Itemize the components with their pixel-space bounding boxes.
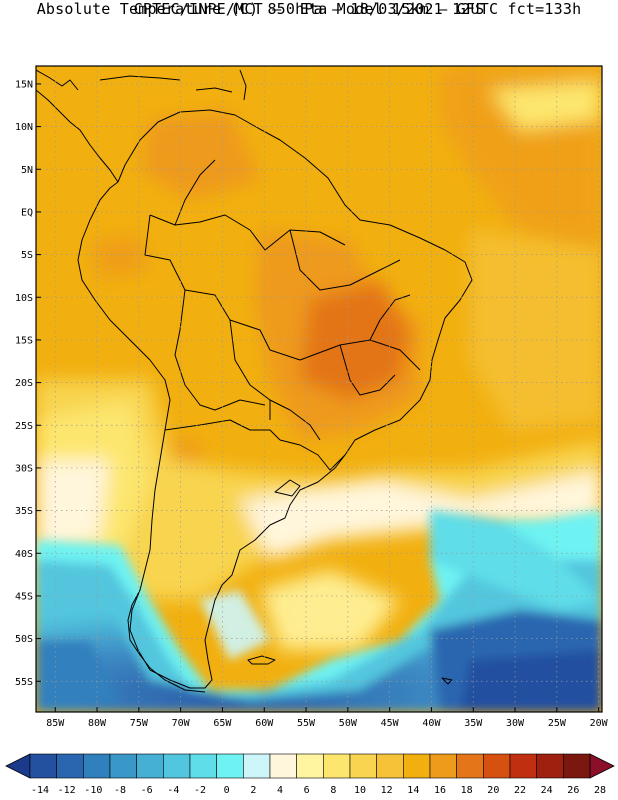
lon-tick-label: 60W xyxy=(255,718,274,729)
lat-tick-label: 45S xyxy=(15,591,33,602)
colorbar-swatch xyxy=(269,753,297,779)
lat-tick-label: 5S xyxy=(21,250,33,261)
lon-tick-label: 20W xyxy=(590,718,609,729)
lon-tick-label: 35W xyxy=(464,718,483,729)
colorbar-swatch xyxy=(429,753,457,779)
colorbar-label: 26 xyxy=(567,785,579,796)
colorbar-swatch xyxy=(563,753,591,779)
colorbar-swatch xyxy=(216,753,244,779)
colorbar-swatch xyxy=(163,753,191,779)
colorbar-label: -8 xyxy=(114,785,126,796)
colorbar-label: 6 xyxy=(304,785,310,796)
colorbar-swatch xyxy=(349,753,377,779)
colorbar-label: 12 xyxy=(381,785,393,796)
colorbar-label: -10 xyxy=(84,785,102,796)
latitude-axis: 15N 10N 5N EQ 5S 10S 15S 20S 25S 30S 35S 40S 45S 50S 5… xyxy=(15,79,41,688)
colorbar-swatch xyxy=(403,753,431,779)
colorbar-label: -12 xyxy=(58,785,76,796)
colorbar-swatch xyxy=(536,753,564,779)
longitude-axis: 85W 80W 75W 70W 65W 60W 55W 50W 45W 40W 35W 30W 25W 2… xyxy=(46,707,609,729)
lat-tick-label: 15N xyxy=(15,79,33,90)
colorbar-label: -14 xyxy=(31,785,49,796)
title-line-1: CPTEC/INPE/MCT – Eta Model 15km – GFS xyxy=(133,0,485,18)
colorbar-label: 8 xyxy=(330,785,336,796)
lat-tick-label: 55S xyxy=(15,677,33,688)
colorbar-swatch xyxy=(189,753,217,779)
map-frame xyxy=(35,65,603,713)
colorbar-swatch xyxy=(243,753,271,779)
lat-tick-label: EQ xyxy=(21,207,33,218)
lon-tick-label: 80W xyxy=(88,718,107,729)
colorbar-swatch xyxy=(56,753,84,779)
colorbar: -14 -12 -10 -8 -6 -4 -2 0 2 4 6 8 10 12 14 16 18 20 22 24 26… xyxy=(5,753,615,796)
colorbar-swatch xyxy=(483,753,511,779)
colorbar-arrow-right xyxy=(589,753,615,779)
temperature-field xyxy=(36,66,602,712)
colorbar-swatch xyxy=(109,753,137,779)
lat-tick-label: 10N xyxy=(15,122,33,133)
lon-tick-label: 85W xyxy=(46,718,65,729)
colorbar-label: 14 xyxy=(407,785,419,796)
colorbar-swatch xyxy=(83,753,111,779)
colorbar-swatch xyxy=(509,753,537,779)
colorbar-label: 16 xyxy=(434,785,446,796)
colorbar-label: 0 xyxy=(224,785,230,796)
colorbar-label: -2 xyxy=(194,785,206,796)
colorbar-label: -6 xyxy=(141,785,153,796)
lon-tick-label: 30W xyxy=(506,718,525,729)
lon-tick-label: 70W xyxy=(172,718,191,729)
colorbar-label: 22 xyxy=(514,785,526,796)
lat-tick-label: 5N xyxy=(21,165,33,176)
lat-tick-label: 30S xyxy=(15,463,33,474)
colorbar-label: -4 xyxy=(167,785,179,796)
lon-tick-label: 25W xyxy=(548,718,567,729)
colorbar-swatch xyxy=(456,753,484,779)
colorbar-swatch xyxy=(29,753,57,779)
lon-tick-label: 45W xyxy=(381,718,400,729)
lat-tick-label: 15S xyxy=(15,335,33,346)
title-line-2: Absolute Temperature (C) 850hPa – 18/03/… xyxy=(36,0,582,18)
colorbar-label: 10 xyxy=(354,785,366,796)
lat-tick-label: 10S xyxy=(15,293,33,304)
lat-tick-label: 35S xyxy=(15,506,33,517)
colorbar-arrow-left xyxy=(5,753,31,779)
colorbar-label: 28 xyxy=(594,785,606,796)
colorbar-label: 4 xyxy=(277,785,283,796)
lon-tick-label: 50W xyxy=(339,718,358,729)
colorbar-label: 18 xyxy=(461,785,473,796)
coastlines xyxy=(36,69,473,693)
lat-tick-label: 25S xyxy=(15,421,33,432)
colorbar-label: 2 xyxy=(250,785,256,796)
colorbar-label: 20 xyxy=(487,785,499,796)
colorbar-swatch xyxy=(323,753,351,779)
colorbar-swatch xyxy=(136,753,164,779)
colorbar-swatch xyxy=(296,753,324,779)
lon-tick-label: 75W xyxy=(130,718,149,729)
lon-tick-label: 40W xyxy=(422,718,441,729)
lon-tick-label: 65W xyxy=(213,718,232,729)
lon-tick-label: 55W xyxy=(297,718,316,729)
lat-tick-label: 20S xyxy=(15,378,33,389)
colorbar-swatch xyxy=(376,753,404,779)
lat-tick-label: 40S xyxy=(15,549,33,560)
colorbar-label: 24 xyxy=(541,785,553,796)
lat-tick-label: 50S xyxy=(15,634,33,645)
